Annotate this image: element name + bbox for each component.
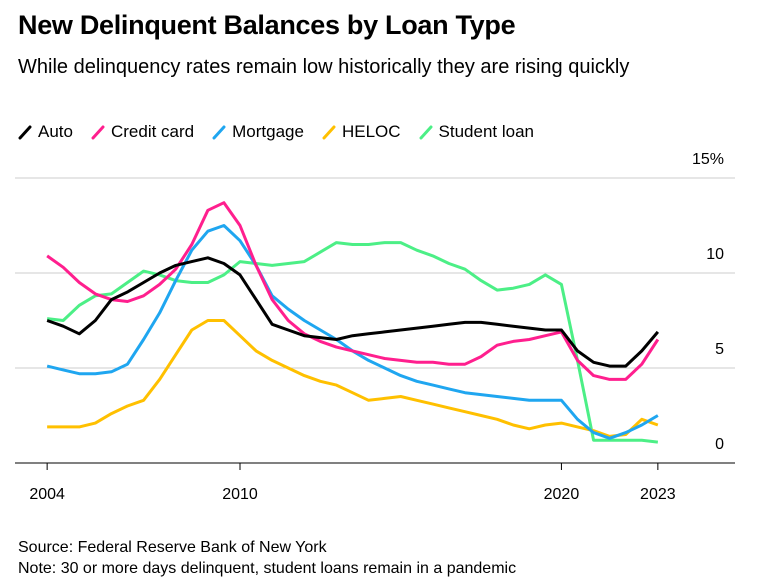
legend-item: Credit card	[91, 122, 194, 142]
series-line	[46, 241, 659, 444]
legend-swatch	[419, 125, 433, 140]
legend: Auto Credit card Mortgage HELOC Student loan	[18, 122, 534, 142]
chart-title: New Delinquent Balances by Loan Type	[18, 10, 516, 40]
legend-swatch-line	[18, 125, 32, 140]
y-tick-label: 15%	[692, 151, 724, 168]
series-line	[46, 201, 660, 381]
x-tick-label: 2010	[222, 486, 258, 503]
legend-swatch-line	[91, 125, 105, 140]
legend-swatch	[212, 125, 226, 140]
y-tick-label: 10	[706, 246, 724, 263]
legend-swatch	[91, 125, 105, 140]
legend-label: Credit card	[110, 122, 195, 141]
series-line	[46, 256, 660, 368]
legend-swatch	[322, 125, 336, 140]
legend-swatch-line	[212, 125, 226, 140]
note: Note: 30 or more days delinquent, studen…	[18, 560, 517, 577]
legend-item: Student loan	[419, 122, 534, 142]
y-tick-label: 0	[715, 436, 724, 453]
legend-label: HELOC	[341, 122, 401, 141]
x-tick-label: 2020	[544, 486, 580, 503]
y-tick-label: 5	[715, 341, 724, 358]
series-line	[46, 224, 659, 440]
legend-swatch	[18, 125, 32, 140]
chart: 0 5 10 15% 2004 2010 2020 2023	[15, 151, 735, 503]
legend-item: Auto	[18, 122, 73, 142]
source: Source: Federal Reserve Bank of New York	[18, 539, 327, 556]
legend-label: Student loan	[438, 122, 534, 141]
legend-item: Mortgage	[212, 122, 304, 142]
legend-item: HELOC	[322, 122, 401, 142]
legend-label: Auto	[38, 122, 73, 141]
legend-swatch-line	[419, 125, 433, 140]
legend-label: Mortgage	[232, 122, 304, 141]
legend-swatch-line	[322, 125, 336, 140]
x-tick-label: 2004	[29, 486, 65, 503]
series-line	[47, 319, 659, 438]
chart-subtitle: While delinquency rates remain low histo…	[18, 56, 630, 78]
x-tick-label: 2023	[640, 486, 676, 503]
